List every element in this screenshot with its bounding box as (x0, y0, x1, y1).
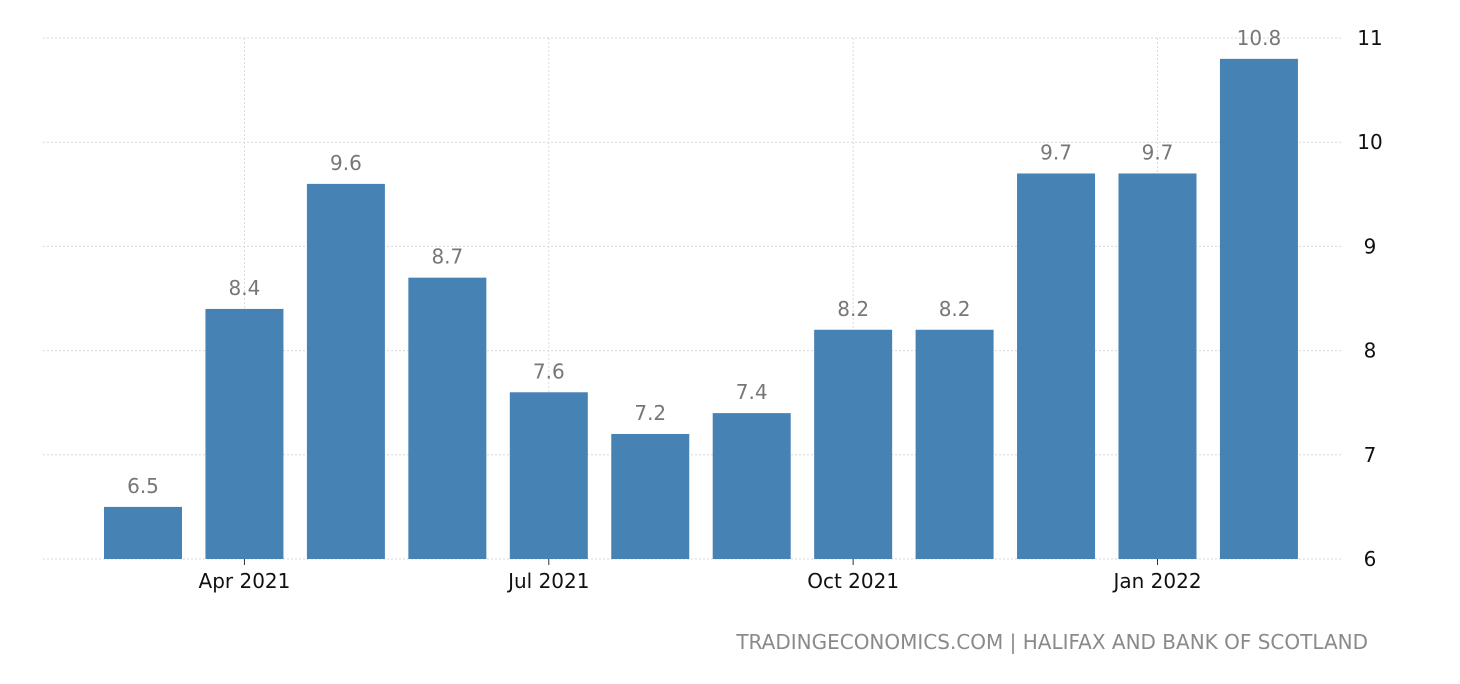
bar-2021-09 (712, 413, 791, 559)
bar-value-label: 7.2 (634, 401, 666, 425)
bar-value-label: 10.8 (1237, 26, 1282, 50)
bar-2021-03 (104, 506, 182, 559)
x-tick-label: Oct 2021 (807, 569, 899, 593)
y-tick-label: 11 (1357, 26, 1382, 50)
bars (104, 58, 1298, 560)
y-tick-label: 6 (1364, 547, 1377, 571)
bar-2021-08 (611, 433, 690, 559)
bar-value-label: 9.6 (330, 151, 362, 175)
y-tick-label: 9 (1364, 234, 1377, 258)
bar-2022-01 (1118, 173, 1197, 559)
bar-2021-07 (509, 392, 588, 559)
bar-value-label: 8.2 (939, 297, 971, 321)
x-axis-ticks: Apr 2021 Jul 2021 Oct 2021 Jan 2022 (199, 559, 1202, 593)
y-tick-label: 7 (1364, 443, 1377, 467)
data-labels: 6.5 8.4 9.6 8.7 7.6 7.2 7.4 8.2 8.2 9.7 9.7 10.8 (127, 26, 1281, 498)
bar-value-label: 7.4 (736, 380, 768, 404)
bar-value-label: 8.4 (229, 276, 261, 300)
y-tick-label: 10 (1357, 130, 1382, 154)
source-credit: TRADINGECONOMICS.COM | HALIFAX AND BANK … (736, 630, 1368, 654)
x-tick-label: Jan 2022 (1111, 569, 1201, 593)
x-tick-label: Jul 2021 (506, 569, 589, 593)
bar-value-label: 8.2 (837, 297, 869, 321)
bar-2021-10 (814, 329, 893, 559)
bar-2021-06 (408, 277, 487, 559)
x-tick-label: Apr 2021 (199, 569, 291, 593)
bar-value-label: 7.6 (533, 359, 565, 383)
bar-value-label: 6.5 (127, 474, 159, 498)
bar-2021-05 (306, 183, 385, 559)
bar-2021-12 (1017, 173, 1096, 559)
bar-value-label: 8.7 (431, 245, 463, 269)
y-tick-label: 8 (1364, 339, 1377, 363)
y-axis-ticks: 6 7 8 9 10 11 (1357, 26, 1382, 571)
bar-2021-04 (205, 308, 284, 559)
bar-value-label: 9.7 (1142, 140, 1174, 164)
bar-value-label: 9.7 (1040, 140, 1072, 164)
bar-2021-11 (915, 329, 994, 559)
bar-2022-02 (1219, 58, 1298, 560)
